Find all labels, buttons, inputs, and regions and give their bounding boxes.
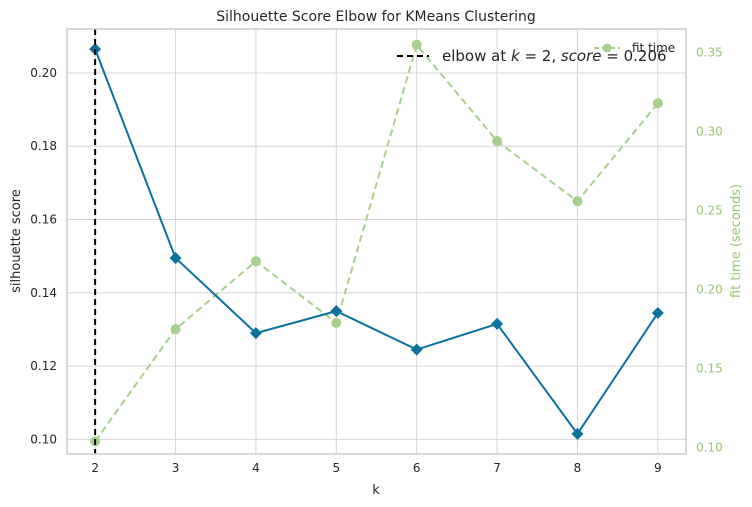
score-point (571, 427, 584, 440)
y2-tick-label: 0.35 (696, 46, 723, 60)
legend-fit-time-marker (602, 43, 612, 53)
x-tick-label: 3 (172, 461, 180, 475)
y-tick-label: 0.16 (30, 213, 57, 227)
ticks: 2 3 4 5 6 7 8 9 0.10 0.12 0.14 0.16 0.18 0.20 0.10 0.15… (30, 46, 722, 475)
score-line (94, 48, 659, 436)
fit-time-point (250, 256, 261, 267)
x-tick-label: 9 (654, 461, 662, 475)
y2-tick-label: 0.20 (696, 283, 723, 297)
y2-axis-label: fit time (seconds) (729, 184, 744, 298)
fit-time-line (94, 42, 659, 442)
y-axis-label: silhouette score (9, 189, 24, 293)
fit-time-point (331, 317, 342, 328)
y-tick-label: 0.14 (30, 286, 57, 300)
y-tick-label: 0.18 (30, 139, 57, 153)
x-tick-label: 5 (332, 461, 340, 475)
legend-fit-time: fit time (594, 41, 675, 55)
fit-time-point (652, 98, 663, 109)
legend-elbow: elbow at k = 2, score = 0.206 (397, 47, 667, 65)
x-tick-label: 8 (574, 461, 582, 475)
y-tick-label: 0.12 (30, 359, 57, 373)
plot-frame (66, 28, 687, 455)
fit-time-point (170, 324, 181, 335)
x-tick-label: 4 (252, 461, 260, 475)
y2-tick-label: 0.10 (696, 441, 723, 455)
y-tick-label: 0.20 (30, 66, 57, 80)
legend-elbow-label: elbow at k = 2, score = 0.206 (442, 47, 667, 65)
score-point (410, 343, 423, 356)
score-point (169, 251, 182, 264)
chart-title: Silhouette Score Elbow for KMeans Cluste… (216, 9, 536, 25)
x-tick-label: 6 (413, 461, 421, 475)
y2-tick-label: 0.30 (696, 125, 723, 139)
score-point (491, 317, 504, 330)
series (89, 29, 664, 454)
x-tick-label: 2 (91, 461, 99, 475)
score-point (651, 306, 664, 319)
legend-fit-time-label: fit time (632, 41, 675, 55)
y2-tick-label: 0.15 (696, 362, 723, 376)
y-tick-label: 0.10 (30, 432, 57, 446)
fit-time-point (411, 39, 422, 50)
score-point (330, 305, 343, 318)
x-tick-label: 7 (493, 461, 501, 475)
y2-tick-label: 0.25 (696, 204, 723, 218)
fit-time-point (492, 136, 503, 147)
score-point (249, 327, 262, 340)
x-axis-label: k (372, 483, 380, 498)
grid (67, 29, 686, 454)
fit-time-point (572, 196, 583, 207)
